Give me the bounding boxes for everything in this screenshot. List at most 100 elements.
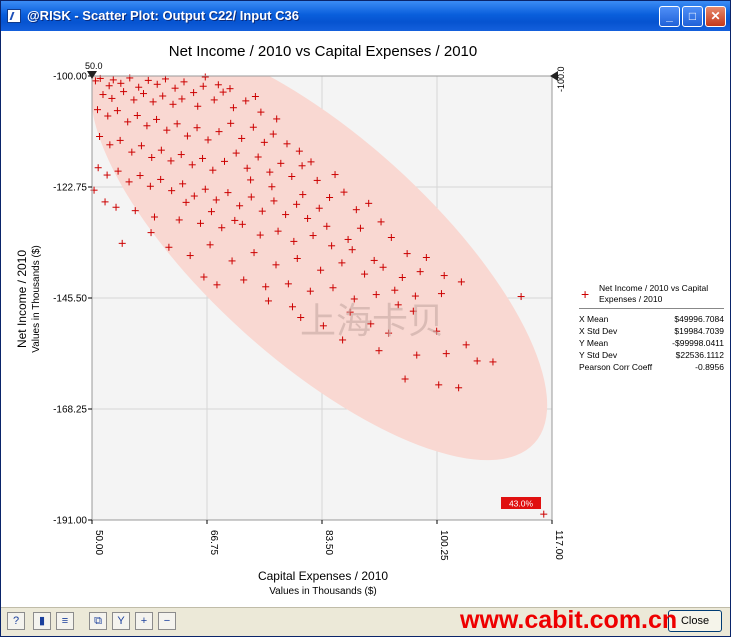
- data-point-29: [104, 112, 112, 120]
- data-point-37: [183, 132, 191, 140]
- data-point-144: [200, 273, 208, 281]
- data-point-63: [277, 159, 285, 167]
- data-point-109: [272, 261, 280, 269]
- histogram-icon[interactable]: ▮: [33, 612, 51, 630]
- data-point-32: [133, 112, 141, 120]
- confidence-ellipse: [92, 76, 548, 461]
- data-point-154: [283, 140, 291, 148]
- risk-app-icon: [7, 9, 21, 23]
- data-point-140: [435, 381, 443, 389]
- data-point-104: [165, 243, 173, 251]
- watermark-chinese: 上海卡贝: [300, 301, 444, 342]
- data-point-119: [284, 280, 292, 288]
- data-point-107: [228, 257, 236, 265]
- data-point-36: [173, 120, 181, 128]
- data-point-124: [394, 301, 402, 309]
- x-axis-label: Capital Expenses / 2010: [258, 569, 388, 583]
- bottom-toolbar: ? ▮ ≡ ⧉ Y + −: [1, 607, 730, 636]
- data-point-113: [361, 270, 369, 278]
- data-point-91: [131, 207, 139, 215]
- data-point-97: [256, 231, 264, 239]
- data-point-21: [169, 100, 177, 108]
- data-point-44: [260, 138, 268, 146]
- data-point-52: [157, 146, 165, 154]
- data-point-26: [229, 104, 237, 112]
- delimiter-sliders[interactable]: 50.0 -100.0 43.0%: [85, 61, 566, 509]
- data-point-92: [150, 213, 158, 221]
- close-window-button[interactable]: ✕: [705, 6, 726, 27]
- data-point-98: [274, 227, 282, 235]
- copy-data-icon[interactable]: ⧉: [89, 612, 107, 630]
- data-point-181: [540, 510, 548, 518]
- data-point-128: [297, 314, 305, 322]
- data-point-158: [331, 171, 339, 179]
- data-point-48: [116, 136, 124, 144]
- data-point-15: [108, 94, 116, 102]
- data-point-34: [153, 115, 161, 123]
- tornado-icon[interactable]: ≡: [56, 612, 74, 630]
- data-point-61: [254, 153, 262, 161]
- data-point-17: [130, 96, 138, 104]
- data-point-108: [250, 249, 258, 257]
- data-point-14: [99, 91, 107, 99]
- data-point-90: [112, 203, 120, 211]
- data-point-40: [215, 128, 223, 136]
- title-bar[interactable]: @RISK - Scatter Plot: Output C22/ Input …: [1, 1, 730, 31]
- data-point-152: [257, 108, 265, 116]
- data-point-105: [186, 252, 194, 260]
- data-point-95: [218, 224, 226, 232]
- x-tick-label-4: 117.00: [553, 530, 564, 560]
- data-point-125: [411, 292, 419, 300]
- x-delimiter-label: 50.0: [85, 61, 103, 71]
- data-point-70: [136, 172, 144, 180]
- data-point-66: [94, 164, 102, 172]
- legend-label: Net Income / 2010 vs Capital Expenses / …: [599, 283, 709, 304]
- data-point-100: [309, 232, 317, 240]
- data-point-82: [270, 197, 278, 205]
- y-tick-label-2: -145.50: [53, 294, 87, 305]
- data-point-43: [249, 123, 257, 131]
- filter-icon[interactable]: Y: [112, 612, 130, 630]
- data-point-172: [268, 183, 276, 191]
- data-point-163: [387, 233, 395, 241]
- data-point-127: [517, 293, 525, 301]
- zoom-out-icon[interactable]: −: [158, 612, 176, 630]
- data-point-139: [401, 375, 409, 383]
- y-axis-label: Net Income / 2010: [15, 250, 29, 348]
- data-point-79: [236, 202, 244, 210]
- data-point-135: [413, 351, 421, 359]
- data-point-46: [96, 133, 104, 141]
- data-point-76: [201, 185, 209, 193]
- data-point-77: [212, 196, 220, 204]
- close-button[interactable]: Close: [668, 610, 722, 632]
- help-icon[interactable]: ?: [7, 612, 25, 630]
- data-point-137: [473, 357, 481, 365]
- data-point-129: [319, 322, 327, 330]
- data-point-6: [135, 83, 143, 91]
- stat-x-mean: X Mean $49996.7084: [579, 314, 724, 324]
- data-point-149: [214, 81, 222, 89]
- data-point-51: [148, 153, 156, 161]
- data-point-148: [201, 73, 209, 81]
- data-point-167: [457, 278, 465, 286]
- data-point-165: [422, 254, 430, 262]
- data-point-138: [489, 358, 497, 366]
- maximize-button[interactable]: □: [682, 6, 703, 27]
- data-point-85: [304, 214, 312, 222]
- zoom-in-icon[interactable]: +: [135, 612, 153, 630]
- data-point-155: [295, 147, 303, 155]
- stat-y-mean: Y Mean -$99998.0411: [579, 338, 724, 348]
- data-point-12: [190, 89, 198, 97]
- data-point-99: [290, 237, 298, 245]
- minimize-button[interactable]: _: [659, 6, 680, 27]
- data-point-171: [247, 176, 255, 184]
- legend-entry: + Net Income / 2010 vs Capital Expenses …: [579, 283, 724, 309]
- data-point-72: [157, 175, 165, 183]
- data-point-4: [117, 79, 125, 87]
- data-point-28: [93, 106, 101, 114]
- data-point-50: [137, 142, 145, 150]
- data-point-10: [171, 84, 179, 92]
- data-point-54: [177, 151, 185, 159]
- data-point-38: [193, 124, 201, 132]
- data-point-86: [315, 204, 323, 212]
